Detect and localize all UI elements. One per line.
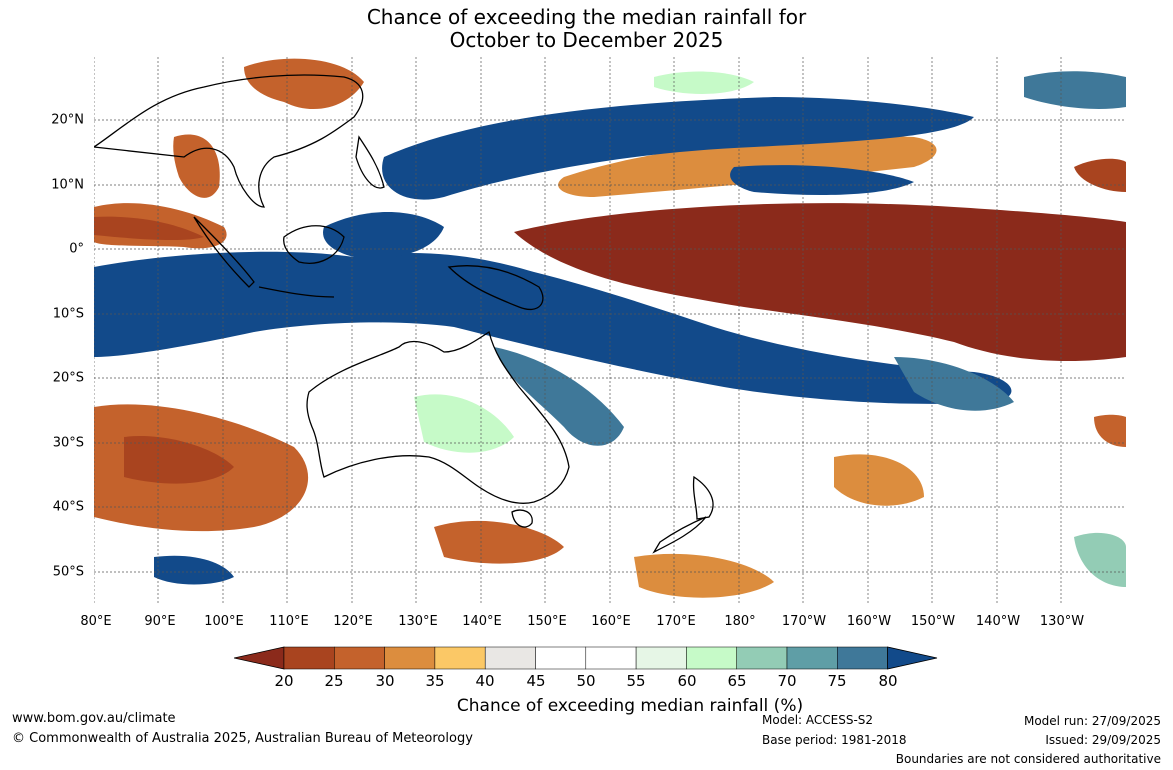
wet-regions <box>94 71 1126 585</box>
colorbar-segment-65-70 <box>736 646 788 670</box>
colorbar-tick-40: 40 <box>475 672 495 690</box>
colorbar-segment-60-65 <box>686 646 737 670</box>
dry-regions <box>94 58 1126 598</box>
lat-label-10s: 10°S <box>52 306 84 322</box>
tasmania-outline <box>511 509 533 528</box>
near-normal-regions <box>414 71 1126 587</box>
colorbar-segment-35-40 <box>434 646 486 670</box>
coastlines <box>94 74 714 554</box>
colorbar-tick-35: 35 <box>425 672 445 690</box>
issued-text: Issued: 29/09/2025 <box>1045 733 1161 747</box>
colorbar-tick-25: 25 <box>324 672 344 690</box>
lon-label-150e: 150°E <box>527 614 567 629</box>
lon-label-140w: 140°W <box>975 614 1021 629</box>
colorbar-low-arrow <box>234 646 285 670</box>
colorbar-segment-25-30 <box>334 646 385 670</box>
copyright-text: © Commonwealth of Australia 2025, Austra… <box>12 731 473 746</box>
lon-label-130e: 130°E <box>398 614 438 629</box>
colorbar-tick-80: 80 <box>878 672 898 690</box>
map-title-line-2: October to December 2025 <box>449 28 724 52</box>
colorbar-tick-20: 20 <box>274 672 294 690</box>
lon-label-140e: 140°E <box>462 614 502 629</box>
philippines-outline <box>355 135 385 189</box>
lat-label-40s: 40°S <box>52 499 84 515</box>
colorbar-tick-60: 60 <box>677 672 697 690</box>
lon-label-180: 180° <box>724 614 756 629</box>
colorbar-segment-45-50 <box>535 646 587 670</box>
lat-label-20n: 20°N <box>51 112 84 128</box>
new-guinea-outline <box>447 265 544 311</box>
colorbar-high-arrow <box>887 646 938 670</box>
lon-label-90e: 90°E <box>144 614 176 629</box>
colorbar-tick-50: 50 <box>576 672 596 690</box>
disclaimer-text: Boundaries are not considered authoritat… <box>895 752 1161 766</box>
new-zealand-outline <box>652 475 714 554</box>
lon-label-160e: 160°E <box>591 614 631 629</box>
colorbar-segment-30-35 <box>384 646 436 670</box>
lat-label-50s: 50°S <box>52 564 84 580</box>
lon-label-120e: 120°E <box>333 614 373 629</box>
lat-label-0: 0° <box>69 241 84 257</box>
colorbar-tick-45: 45 <box>526 672 546 690</box>
base-period-text: Base period: 1981-2018 <box>762 733 907 747</box>
website-link[interactable]: www.bom.gov.au/climate <box>12 711 176 726</box>
colorbar-tick-30: 30 <box>375 672 395 690</box>
colorbar-label: Chance of exceeding median rainfall (%) <box>456 696 804 716</box>
colorbar-segment-50-55 <box>585 646 637 670</box>
colorbar-segment-70-75 <box>786 646 838 670</box>
lon-label-80e: 80°E <box>80 614 112 629</box>
lon-label-160w: 160°W <box>846 614 892 629</box>
model-run-text: Model run: 27/09/2025 <box>1023 714 1161 728</box>
colorbar-segment-20-25 <box>283 646 335 670</box>
lon-label-150w: 150°W <box>910 614 956 629</box>
lat-label-20s: 20°S <box>52 370 84 386</box>
colorbar-segment-40-45 <box>484 646 536 670</box>
sumatra-outline <box>193 216 255 288</box>
colorbar-tick-55: 55 <box>626 672 646 690</box>
colorbar-tick-65: 65 <box>727 672 747 690</box>
map-title-line-1: Chance of exceeding the median rainfall … <box>366 5 807 29</box>
rainfall-map <box>94 57 1126 604</box>
colorbar <box>234 646 938 670</box>
lon-label-130w: 130°W <box>1039 614 1085 629</box>
colorbar-segment-75-80 <box>837 646 888 670</box>
australia-outline <box>306 330 570 504</box>
java-outline <box>258 286 335 298</box>
model-text: Model: ACCESS-S2 <box>762 713 874 727</box>
mainland-asia-outline <box>94 74 364 208</box>
lat-label-10n: 10°N <box>51 177 84 193</box>
lat-label-30s: 30°S <box>52 435 84 451</box>
colorbar-tick-75: 75 <box>827 672 847 690</box>
colorbar-segment-55-60 <box>635 646 687 670</box>
graticule <box>94 57 1126 604</box>
lon-label-100e: 100°E <box>204 614 244 629</box>
borneo-outline <box>283 225 345 264</box>
lon-label-170w: 170°W <box>781 614 827 629</box>
colorbar-tick-70: 70 <box>777 672 797 690</box>
lon-label-170e: 170°E <box>656 614 696 629</box>
lon-label-110e: 110°E <box>269 614 309 629</box>
